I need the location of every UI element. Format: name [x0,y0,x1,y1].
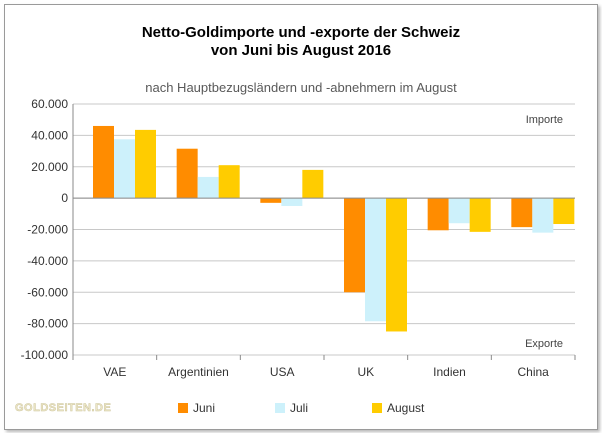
chart-title-line2: von Juni bis August 2016 [211,42,391,59]
bar-juli-usa [281,198,303,206]
x-category-label: China [517,365,549,379]
bar-juli-china [532,198,554,233]
bar-august-indien [469,198,491,232]
y-tick-label: 20.000 [31,160,68,174]
legend: Juni Juli August [178,401,425,415]
y-tick-label: 60.000 [31,97,68,111]
bar-august-usa [302,169,324,199]
chart-svg: Netto-Goldimporte und -exporte der Schwe… [15,24,576,415]
x-category-label: VAE [103,365,126,379]
bar-juni-argentinien [176,148,198,199]
legend-swatch-august [372,403,382,413]
watermark-logo: GOLDSEITEN.DE [15,402,111,414]
x-category-label: Argentinien [168,365,229,379]
y-tick-label: 40.000 [31,128,68,142]
chart-title-line1: Netto-Goldimporte und -exporte der Schwe… [142,24,460,41]
legend-label-juli: Juli [290,401,308,415]
bar-juli-uk [365,198,386,322]
legend-label-august: August [387,401,425,415]
legend-swatch-juni [178,403,188,413]
bar-juni-usa [260,198,282,203]
x-category-label: UK [357,365,374,379]
annotation-importe: Importe [526,114,563,126]
y-tick-label: -40.000 [27,254,68,268]
annotation-exporte: Exporte [525,338,563,350]
chart-subtitle: nach Hauptbezugsländern und -abnehmern i… [145,80,457,95]
bar-august-china [553,198,575,225]
chart-frame: Netto-Goldimporte und -exporte der Schwe… [4,4,598,430]
x-category-label: Indien [433,365,466,379]
y-tick-label: -20.000 [27,223,68,237]
bar-august-vae [135,129,156,199]
y-tick-label: -80.000 [27,317,68,331]
bar-august-uk [386,198,407,332]
axes: 60.000 40.000 20.000 0 -20.000 -40.000 -60.000… [21,97,576,379]
y-tick-label: 0 [61,191,68,205]
bar-juni-indien [427,198,449,231]
x-category-label: USA [270,365,295,379]
legend-label-juni: Juni [193,401,215,415]
bar-juli-vae [114,139,135,199]
bar-juni-uk [344,198,365,293]
bar-juni-vae [93,125,114,199]
bar-juni-china [511,198,533,228]
y-tick-label: -100.000 [21,348,69,362]
legend-swatch-juli [275,403,285,413]
y-tick-label: -60.000 [27,285,68,299]
bar-juli-indien [448,198,470,224]
bar-juli-argentinien [197,176,219,199]
bar-august-argentinien [218,165,240,199]
bars [93,125,575,332]
